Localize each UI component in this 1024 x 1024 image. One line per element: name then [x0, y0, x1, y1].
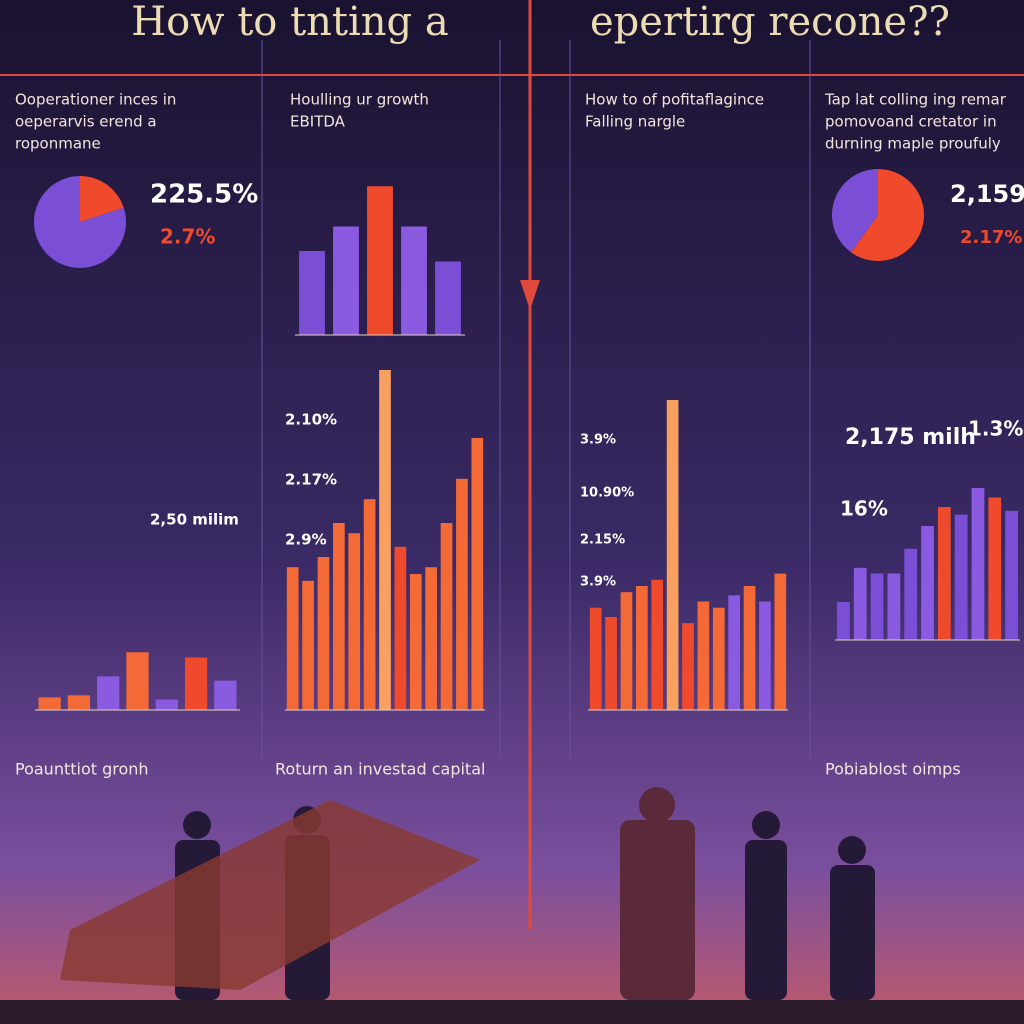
stat: 225.5% [150, 180, 258, 210]
title: epertirg recone?? [590, 0, 950, 45]
bar [712, 607, 725, 710]
bar [904, 548, 918, 640]
pie-slice [832, 169, 878, 253]
stat: 3.9% [580, 575, 616, 590]
panel-heading: Ooperationer inces in [15, 91, 176, 109]
pie-slice [850, 169, 924, 261]
bar [837, 602, 850, 640]
bar [954, 514, 968, 640]
wreck [60, 800, 480, 990]
stat: 2.10% [285, 411, 337, 429]
bar [1005, 510, 1018, 640]
panel-heading: Falling nargle [585, 113, 685, 131]
bar [887, 573, 901, 640]
bar [126, 652, 149, 710]
caption: Pobiablost oimps [825, 760, 961, 779]
bar [317, 557, 330, 710]
stat: 2,159 [950, 180, 1024, 208]
bar [184, 657, 208, 710]
stat: 3.9% [580, 433, 616, 448]
bar [286, 567, 299, 710]
panel-heading: Houlling ur growth [290, 91, 429, 109]
bar [728, 595, 740, 710]
bar [401, 226, 427, 335]
bar [636, 586, 648, 710]
stat: 2.9% [285, 531, 327, 549]
ground [0, 1000, 1024, 1024]
bar [440, 523, 453, 710]
panel-heading: How to of pofitaflagince [585, 91, 764, 109]
bar [971, 488, 985, 640]
bar [299, 251, 325, 335]
bar [605, 617, 617, 710]
bar [333, 523, 345, 710]
bar [67, 695, 91, 710]
pie-slice [34, 176, 127, 268]
caption: Poaunttiot gronh [15, 760, 149, 779]
arrow [520, 280, 540, 310]
bar [333, 226, 359, 335]
panel-heading: pomovoand cretator in [825, 113, 997, 131]
bar [697, 601, 710, 710]
stat: 2.17% [285, 471, 337, 489]
bar [774, 573, 787, 710]
bar [302, 580, 314, 710]
bar [367, 186, 393, 335]
stat: 2.17% [960, 227, 1022, 248]
bar [589, 607, 602, 710]
stat: 2.15% [580, 533, 625, 548]
bar [743, 586, 756, 710]
bar [214, 680, 237, 710]
panel-heading: oeperarvis erend a [15, 113, 157, 131]
bar [38, 697, 61, 710]
bar [666, 400, 679, 710]
bar [394, 546, 407, 710]
panel-heading: durning maple proufuly [825, 135, 1001, 153]
bar [759, 601, 771, 710]
stat: 10.90% [580, 486, 634, 501]
bar [988, 497, 1002, 640]
bar [425, 567, 437, 710]
stat: 2.7% [160, 225, 215, 249]
bar [456, 478, 468, 710]
panel-heading: roponmane [15, 135, 101, 153]
bar [363, 499, 376, 710]
bar [620, 592, 633, 710]
pie-slice [80, 176, 124, 222]
bar [937, 507, 951, 640]
bar [435, 261, 461, 335]
title: How to tnting a [131, 0, 448, 45]
bar [379, 370, 391, 710]
stat: 16% [840, 497, 888, 521]
bar [155, 699, 178, 710]
bar [471, 438, 484, 710]
stat: 2,50 milim [150, 511, 239, 529]
bar [921, 526, 934, 640]
panel-heading: EBITDA [290, 113, 346, 131]
bar [682, 623, 694, 710]
panel-heading: Tap lat colling ing remar [824, 91, 1007, 109]
stat: 1.3% [968, 417, 1023, 441]
stat: 2,175 milh [845, 425, 976, 450]
bar [651, 579, 664, 710]
bar [409, 574, 422, 710]
bar [97, 676, 120, 710]
bar [853, 567, 867, 640]
caption: Roturn an investad capital [275, 760, 485, 779]
bar [348, 533, 361, 710]
bar [870, 573, 884, 640]
